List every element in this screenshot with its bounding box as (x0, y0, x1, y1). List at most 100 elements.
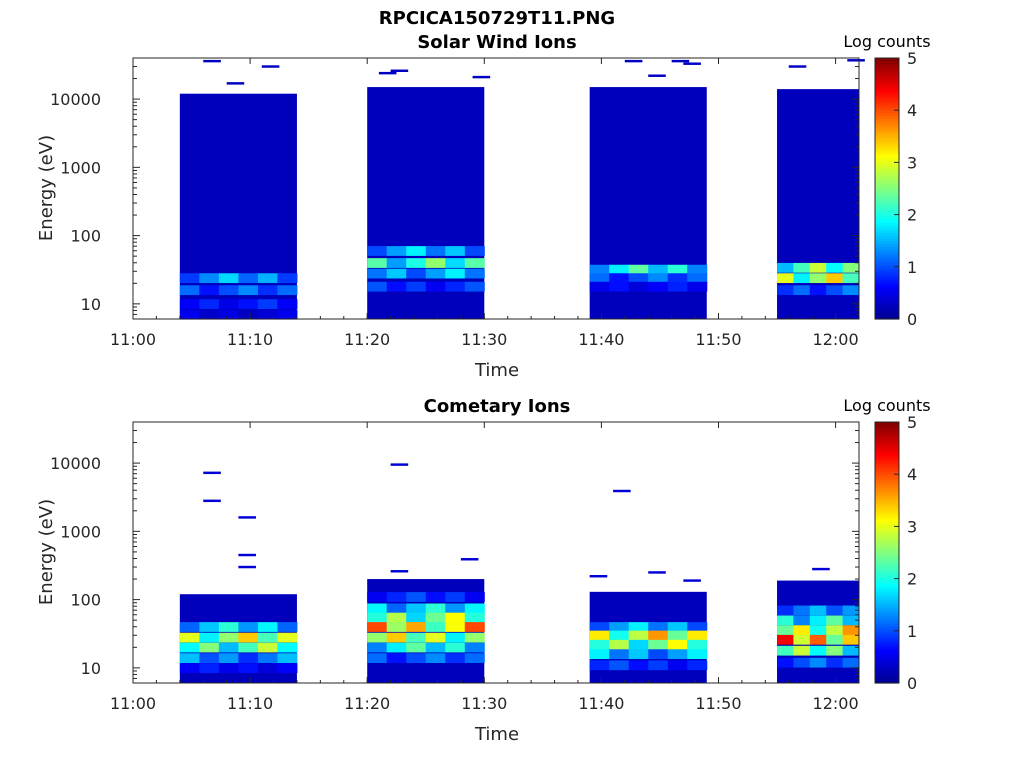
heatmap-cell (425, 281, 446, 292)
heatmap-cell (179, 653, 200, 664)
colorbar-segment (875, 643, 899, 648)
colorbar-segment (875, 636, 899, 640)
colorbar-segment (875, 214, 899, 218)
heatmap-cell (648, 622, 669, 632)
colorbar-segment (875, 633, 899, 637)
heatmap-cell (667, 649, 688, 660)
heatmap-cell (464, 642, 485, 653)
colorbar-segment (875, 238, 899, 242)
colorbar-segment (875, 292, 899, 297)
colorbar-segment (875, 677, 899, 681)
heatmap-cell (589, 281, 610, 292)
cometary-axes: 11:00 11:10 11:20 11:30 11:40 11:50 12:00 10 100… (50, 421, 860, 713)
colorbar-segment (875, 245, 899, 250)
heatmap-sparse-cell (390, 463, 409, 466)
colorbar-segment (875, 110, 899, 114)
heatmap-cell (777, 605, 794, 616)
heatmap-cell (777, 273, 794, 284)
heatmap-cell (667, 639, 688, 650)
heatmap-cell (257, 622, 278, 632)
colorbar-segment (875, 625, 899, 629)
colorbar-tick-label: 0 (907, 674, 917, 693)
colorbar-segment (875, 193, 899, 197)
heatmap-cell (199, 309, 220, 320)
heatmap-cell (842, 657, 860, 668)
heatmap-cell (793, 625, 811, 636)
colorbar-segment (875, 149, 899, 153)
colorbar-segment (875, 617, 899, 621)
heatmap-cell (199, 642, 220, 653)
heatmap-cell (826, 262, 844, 273)
x-tick-label: 11:20 (344, 694, 390, 713)
colorbar-segment (875, 141, 899, 145)
heatmap-cell (218, 309, 239, 320)
heatmap-cell (425, 612, 446, 623)
colorbar-segment (875, 295, 899, 299)
colorbar-segment (875, 570, 899, 574)
colorbar-segment (875, 542, 899, 546)
heatmap-cell (464, 622, 485, 632)
heatmap-cell (406, 246, 427, 256)
colorbar-segment (875, 128, 899, 132)
colorbar-segment (875, 204, 899, 208)
heatmap-sparse-cell (238, 565, 256, 569)
heatmap-cell (464, 281, 485, 292)
colorbar-tick-label: 4 (907, 465, 917, 484)
colorbar-segment (875, 298, 899, 302)
heatmap-cell (667, 660, 688, 671)
colorbar-segment (875, 672, 899, 676)
cometary-colorbar-title: Log counts (843, 396, 930, 415)
colorbar-segment (875, 178, 899, 182)
heatmap-cell (238, 663, 259, 673)
colorbar-tick-label: 0 (907, 310, 917, 329)
colorbar-segment (875, 144, 899, 148)
heatmap-cell (589, 630, 610, 641)
heatmap-cell (445, 642, 466, 653)
colorbar-segment (875, 71, 899, 75)
colorbar-segment (875, 256, 899, 260)
colorbar-segment (875, 191, 899, 195)
colorbar-segment (875, 427, 899, 431)
colorbar-segment (875, 641, 899, 645)
colorbar-segment (875, 159, 899, 163)
colorbar-segment (875, 279, 899, 284)
colorbar-segment (875, 440, 899, 444)
heatmap-cell (179, 299, 200, 309)
colorbar-segment (875, 266, 899, 271)
colorbar-segment (875, 505, 899, 509)
colorbar-segment (875, 500, 899, 504)
heatmap-cell (777, 615, 794, 626)
colorbar-segment (875, 227, 899, 231)
heatmap-cell (238, 642, 259, 653)
colorbar-segment (875, 287, 899, 291)
colorbar-frame (874, 57, 900, 320)
heatmap-sparse-cell (460, 558, 479, 561)
colorbar-segment (875, 586, 899, 590)
cometary-xlabel: Time (474, 724, 519, 745)
heatmap-cell (218, 299, 239, 309)
heatmap-cell (687, 622, 708, 632)
heatmap-cell (218, 273, 239, 284)
colorbar-segment (875, 97, 899, 101)
heatmap-cell (648, 273, 669, 284)
heatmap-cell (367, 653, 388, 664)
heatmap-cell (793, 657, 811, 668)
colorbar-segment (875, 316, 899, 320)
colorbar-segment (875, 547, 899, 551)
colorbar-segment (875, 123, 899, 127)
heatmap-cell (406, 258, 427, 268)
colorbar-segment (875, 609, 899, 614)
heatmap-cell (464, 246, 485, 256)
heatmap-cell (238, 299, 259, 309)
colorbar-segment (875, 282, 899, 286)
colorbar-segment (875, 131, 899, 135)
heatmap-cell (425, 268, 446, 279)
heatmap-cell (842, 615, 860, 626)
heatmap-cell (445, 632, 466, 643)
colorbar-segment (875, 544, 899, 548)
heatmap-cell (809, 605, 827, 616)
heatmap-cell (179, 285, 200, 296)
colorbar-tick-label: 1 (907, 622, 917, 641)
colorbar-segment (875, 549, 899, 554)
heatmap-cell (589, 649, 610, 660)
